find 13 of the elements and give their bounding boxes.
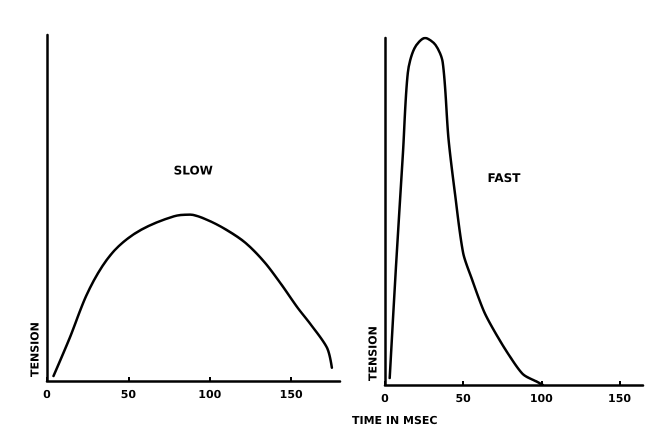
x-tick-label: 0 [381,392,390,405]
x-tick-label: 100 [530,392,554,405]
x-axis-title: TIME IN MSEC [352,414,438,427]
text: FAST [488,171,522,185]
y-axis-title: TENSION [366,326,380,381]
x-tick-label: 50 [120,388,136,401]
text: SLOW [174,164,213,178]
x-tick-label: 50 [456,392,472,405]
x-tick-label: 0 [43,388,52,401]
x-tick-label: 150 [608,392,632,405]
x-tick-label: 100 [198,388,222,401]
x-tick-label: 150 [280,388,303,401]
y-axis-title: TENSION [28,322,42,377]
